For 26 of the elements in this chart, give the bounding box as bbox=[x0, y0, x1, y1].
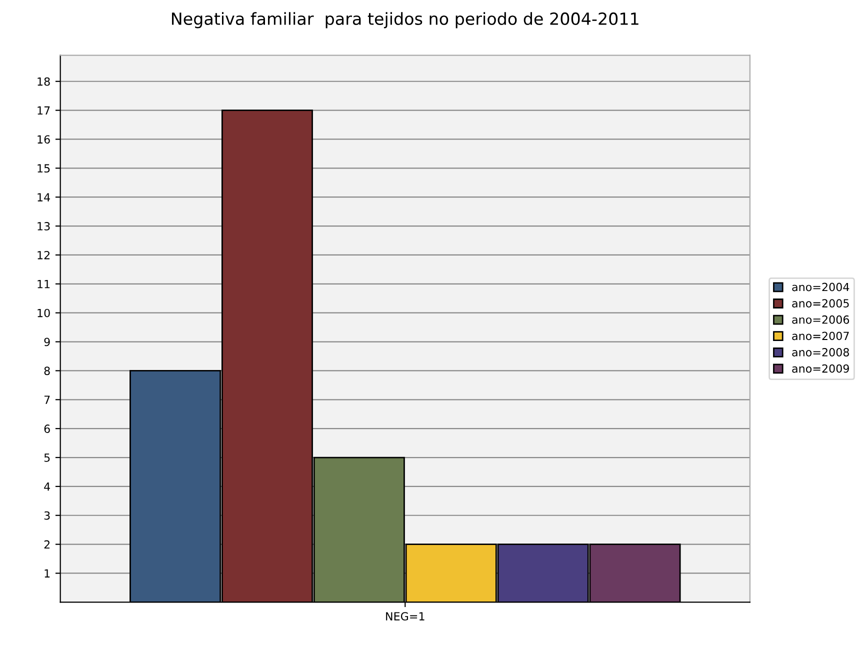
y-tick-label: 15 bbox=[38, 164, 50, 173]
y-tick-label: 8 bbox=[44, 366, 50, 376]
y-tick-label: 7 bbox=[44, 396, 50, 404]
y-tick-label: 2 bbox=[44, 540, 50, 549]
y-tick-label: 18 bbox=[38, 77, 50, 86]
y-tick-label: 11 bbox=[38, 280, 50, 288]
legend-label: ano=2009 bbox=[792, 364, 849, 373]
legend-label: ano=2008 bbox=[792, 348, 849, 356]
legend-label: ano=2006 bbox=[792, 315, 850, 324]
y-tick-label: 14 bbox=[38, 193, 50, 202]
y-tick-label: 4 bbox=[44, 482, 50, 491]
y-tick-label: 17 bbox=[38, 106, 50, 115]
legend-label: ano=2005 bbox=[792, 299, 849, 308]
x-tick-label: NEG=1 bbox=[386, 612, 424, 620]
chart-title: Negativa familiar para tejidos no periodo de 2004-2011 bbox=[172, 12, 638, 28]
y-tick-label: 6 bbox=[44, 424, 50, 433]
y-tick-label: 12 bbox=[38, 250, 50, 260]
y-tick-label: 9 bbox=[44, 338, 50, 346]
y-tick-label: 1 bbox=[44, 569, 50, 578]
y-tick-label: 16 bbox=[38, 135, 50, 144]
legend-label: ano=2007 bbox=[792, 332, 849, 340]
legend-label: ano=2004 bbox=[792, 282, 850, 292]
y-tick-label: 3 bbox=[44, 511, 50, 520]
y-tick-label: 5 bbox=[44, 454, 50, 462]
y-tick-label: 13 bbox=[38, 222, 50, 230]
y-tick-label: 10 bbox=[38, 308, 50, 318]
